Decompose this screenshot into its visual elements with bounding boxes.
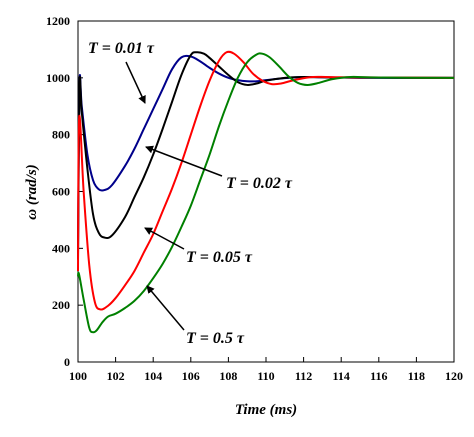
y-ticks: 0 200 400 600 800 1000 1200: [46, 14, 83, 369]
axes: 100 102 104 106 108 110 112 114 116 118 120 0 200 40…: [46, 14, 463, 383]
annotation-t05: T = 0.5 τ: [186, 330, 245, 347]
x-tick-label: 114: [333, 369, 350, 383]
series-line-t05: [77, 52, 455, 334]
x-tick-label: 108: [219, 369, 237, 383]
x-tick-label: 104: [144, 369, 162, 383]
x-tick-label: 116: [370, 369, 387, 383]
y-tick-label: 400: [52, 241, 70, 255]
x-axis-title: Time (ms): [235, 402, 297, 418]
y-tick-label: 800: [52, 128, 70, 142]
x-tick-label: 112: [295, 369, 312, 383]
annotation-arrow-t002: [145, 145, 223, 177]
x-tick-label: 110: [257, 369, 274, 383]
y-tick-label: 1200: [46, 14, 70, 28]
annotation-arrow-t005: [144, 227, 185, 250]
annotation-t001: T = 0.01 τ: [88, 40, 155, 57]
series-line-t005: [77, 50, 455, 311]
annotation-arrow-t05: [146, 285, 185, 331]
x-tick-label: 106: [182, 369, 200, 383]
annotations: T = 0.01 τ T = 0.02 τ T = 0.05 τ T = 0.5…: [88, 40, 293, 347]
series-line-t002: [77, 51, 455, 260]
x-tick-label: 102: [107, 369, 125, 383]
y-tick-label: 1000: [46, 71, 70, 85]
series-line-t001: [77, 54, 455, 255]
annotation-t005: T = 0.05 τ: [186, 249, 253, 266]
y-tick-label: 0: [64, 355, 70, 369]
annotation-t002: T = 0.02 τ: [226, 175, 293, 192]
x-tick-label: 120: [445, 369, 463, 383]
y-axis-title: ω (rad/s): [24, 164, 40, 219]
series-layer: [77, 50, 455, 334]
y-tick-label: 600: [52, 185, 70, 199]
y-tick-label: 200: [52, 298, 70, 312]
x-tick-label: 118: [408, 369, 425, 383]
annotation-arrow-t001: [125, 61, 146, 104]
x-tick-label: 100: [69, 369, 87, 383]
x-ticks: 100 102 104 106 108 110 112 114 116 118 120: [69, 357, 463, 383]
